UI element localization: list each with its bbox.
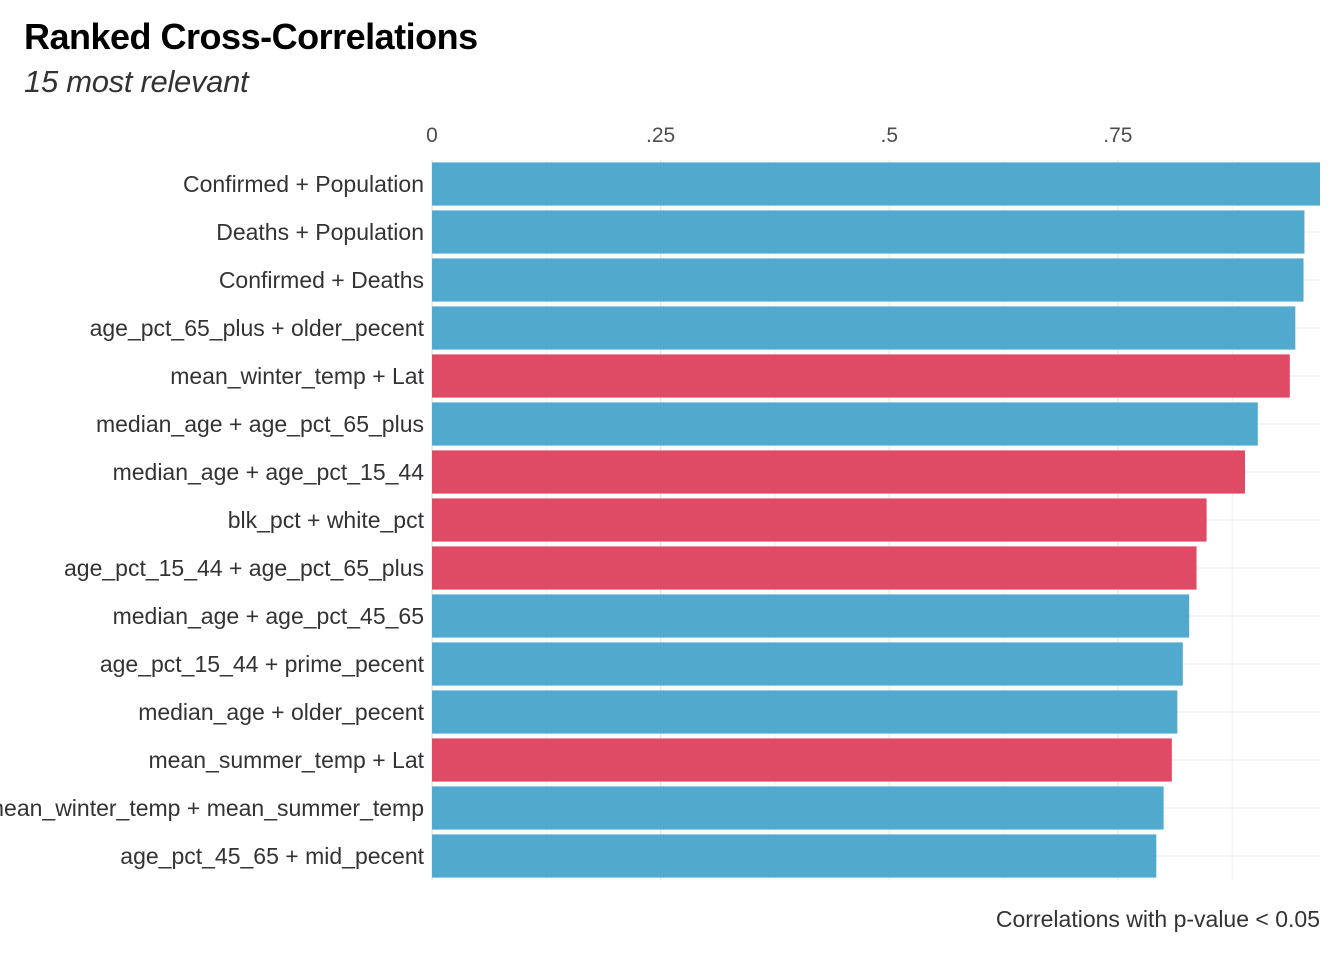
- bar: [432, 786, 1164, 830]
- bar: [432, 834, 1157, 878]
- value-label: .821: [1140, 654, 1179, 676]
- value-label: .971: [1277, 174, 1316, 196]
- bar: [432, 258, 1304, 302]
- category-label: mean_winter_temp + Lat: [170, 363, 424, 389]
- bar: [432, 546, 1197, 590]
- category-label: Confirmed + Population: [183, 171, 424, 197]
- value-label: -.847: [1157, 510, 1203, 532]
- category-label: Deaths + Population: [216, 219, 424, 245]
- x-tick-label: 0: [426, 124, 438, 147]
- value-label: .954: [1262, 222, 1301, 244]
- value-label: -.809: [1122, 750, 1168, 772]
- x-tick-label: .25: [646, 124, 675, 147]
- bar: [432, 210, 1305, 254]
- bar: [432, 690, 1178, 734]
- category-label: age_pct_15_44 + prime_pecent: [100, 651, 425, 677]
- value-label: .815: [1134, 702, 1173, 724]
- category-label: median_age + age_pct_45_65: [113, 603, 424, 629]
- category-label: Confirmed + Deaths: [219, 267, 424, 293]
- bar: [432, 402, 1258, 446]
- bar: [432, 738, 1172, 782]
- category-label: mean_summer_temp + Lat: [149, 747, 425, 773]
- chart-subtitle: 15 most relevant: [24, 64, 249, 99]
- category-label: age_pct_65_plus + older_pecent: [90, 315, 425, 341]
- value-label: .953: [1261, 270, 1300, 292]
- chart-caption: Correlations with p-value < 0.05: [995, 906, 1320, 932]
- category-label: blk_pct + white_pct: [228, 507, 425, 533]
- bar: [432, 642, 1183, 686]
- value-label: -.889: [1195, 462, 1241, 484]
- category-label: age_pct_45_65 + mid_pecent: [120, 843, 424, 869]
- category-label: age_pct_15_44 + age_pct_65_plus: [64, 555, 424, 581]
- bar: [432, 162, 1320, 206]
- bar: [432, 306, 1296, 350]
- bar: [432, 450, 1246, 494]
- bar: [432, 594, 1190, 638]
- bar: [432, 498, 1207, 542]
- value-label: .828: [1146, 606, 1185, 628]
- bar: [432, 354, 1290, 398]
- category-label: median_age + age_pct_65_plus: [96, 411, 424, 437]
- x-tick-label: .75: [1103, 124, 1132, 147]
- value-label: -.938: [1240, 366, 1286, 388]
- chart-title: Ranked Cross-Correlations: [24, 16, 478, 57]
- x-tick-label: .5: [881, 124, 899, 147]
- value-label: .792: [1113, 846, 1152, 868]
- category-label: median_age + age_pct_15_44: [113, 459, 425, 485]
- value-label: .944: [1252, 318, 1291, 340]
- value-label: .8: [1143, 798, 1160, 820]
- value-label: .903: [1215, 414, 1254, 436]
- category-label: median_age + older_pecent: [138, 699, 424, 725]
- value-label: -.836: [1147, 558, 1193, 580]
- category-label: mean_winter_temp + mean_summer_temp: [0, 795, 424, 821]
